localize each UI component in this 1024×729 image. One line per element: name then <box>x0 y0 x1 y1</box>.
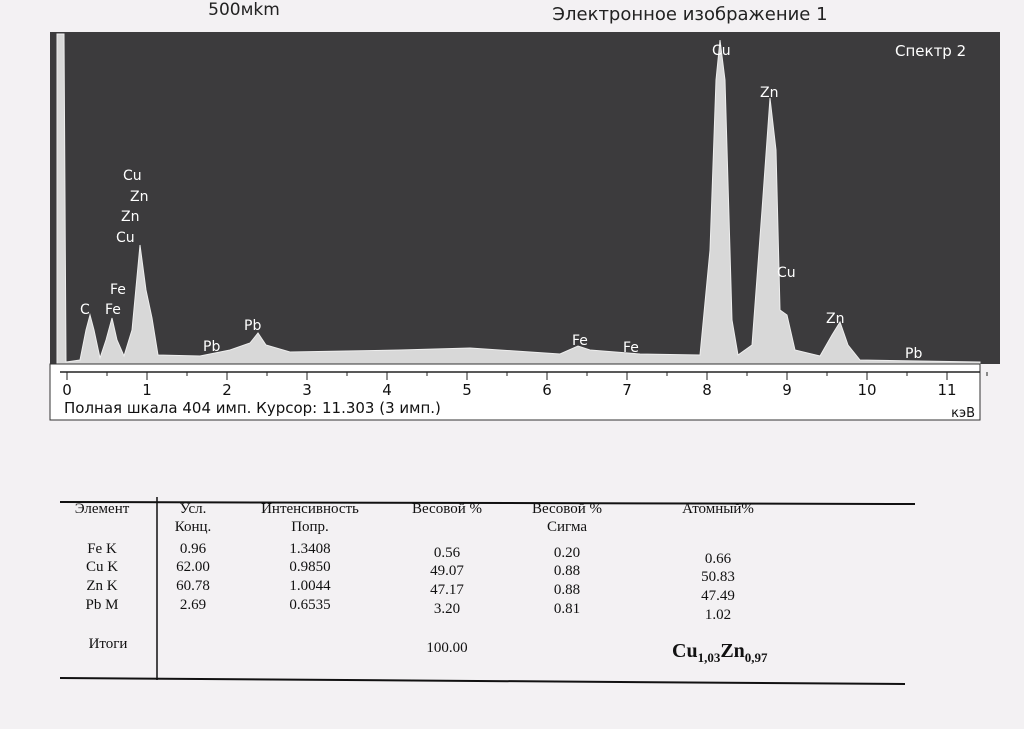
table-cell: 2.69 <box>180 597 206 613</box>
x-tick-label: 9 <box>782 381 792 399</box>
table-cell: 60.78 <box>176 578 210 594</box>
formula-subscript: 0,97 <box>745 650 768 665</box>
peak-label: Zn <box>121 209 139 225</box>
table-cell: 62.00 <box>176 559 210 575</box>
table-cell: 1.02 <box>705 607 731 623</box>
peak-label: Fe <box>105 302 121 318</box>
peak-label: Zn <box>130 189 148 205</box>
column-header: Усл. <box>180 501 207 517</box>
peak-label: Pb <box>244 318 261 334</box>
peak-label: Pb <box>203 339 220 355</box>
column-header: Элемент <box>75 501 130 517</box>
table-cell: 0.6535 <box>289 597 330 613</box>
formula-element: Cu <box>672 640 698 662</box>
column-header: Попр. <box>291 519 329 535</box>
table-cell: 0.66 <box>705 551 732 567</box>
table-cell: Pb M <box>86 597 119 613</box>
formula: Cu1,03Zn0,97 <box>672 640 768 665</box>
table-cell: 0.9850 <box>289 559 330 575</box>
peak-label: Cu <box>777 265 796 281</box>
image-title: Электронное изображение 1 <box>552 4 827 25</box>
table-cell: 50.83 <box>701 569 735 585</box>
x-tick-label: 5 <box>462 381 472 399</box>
axis-panel <box>49 363 981 421</box>
column-header: Конц. <box>175 519 212 535</box>
formula-subscript: 1,03 <box>698 650 721 665</box>
table-cell: 0.96 <box>180 541 207 557</box>
peak-label: Zn <box>760 85 778 101</box>
peak-label: Fe <box>623 340 639 356</box>
totals-label: Итоги <box>89 636 128 652</box>
table-cell: Zn K <box>86 578 117 594</box>
status-line: Полная шкала 404 имп. Курсор: 11.303 (3 … <box>64 399 441 417</box>
scale-label: 500мkm <box>208 0 280 20</box>
peak-label: Zn <box>826 311 844 327</box>
x-tick-label: 8 <box>702 381 712 399</box>
table-cell: 3.20 <box>434 601 460 617</box>
column-header: Сигма <box>547 519 587 535</box>
x-tick-label: 2 <box>222 381 232 399</box>
table-cell: 0.56 <box>434 545 461 561</box>
x-tick-label: 0 <box>62 381 72 399</box>
formula-element: Zn <box>720 640 744 662</box>
x-tick-label: 3 <box>302 381 312 399</box>
unit-label: кэВ <box>951 406 975 421</box>
table-cell: 47.49 <box>701 588 735 604</box>
table-cell: 0.88 <box>554 563 580 579</box>
x-tick-label: 7 <box>622 381 632 399</box>
table-cell: Fe K <box>87 541 117 557</box>
peak-label: Cu <box>116 230 135 246</box>
peak-label: Cu <box>712 43 731 59</box>
x-tick-label: 11 <box>937 381 956 399</box>
table-cell: 47.17 <box>430 582 464 598</box>
spectrum-title: Спектр 2 <box>895 42 966 60</box>
table-cell: 0.20 <box>554 545 580 561</box>
totals-weight: 100.00 <box>426 640 467 656</box>
table-cell: 1.3408 <box>289 541 330 557</box>
table-cell: 49.07 <box>430 563 464 579</box>
x-tick-label: 10 <box>857 381 876 399</box>
x-tick-label: 4 <box>382 381 392 399</box>
peak-label: C <box>80 302 90 318</box>
table-cell: 0.81 <box>554 601 580 617</box>
column-header: Весовой % <box>532 501 602 517</box>
peak-label: Fe <box>110 282 126 298</box>
column-header: Весовой % <box>412 501 482 517</box>
table-bottom-rule <box>59 677 906 685</box>
spectrum-panel <box>50 32 1000 364</box>
peak-label: Pb <box>905 346 922 362</box>
table-cell: 0.88 <box>554 582 580 598</box>
column-header: Атомный% <box>682 501 754 517</box>
x-tick-label: 1 <box>142 381 152 399</box>
table-cell: 1.0044 <box>289 578 331 594</box>
x-tick-label: 6 <box>542 381 552 399</box>
spectrum-curve <box>56 33 981 365</box>
table-cell: Cu K <box>86 559 118 575</box>
peak-label: Fe <box>572 333 588 349</box>
column-header: Интенсивность <box>261 501 359 517</box>
peak-label: Cu <box>123 168 142 184</box>
table-top-rule <box>59 501 916 505</box>
